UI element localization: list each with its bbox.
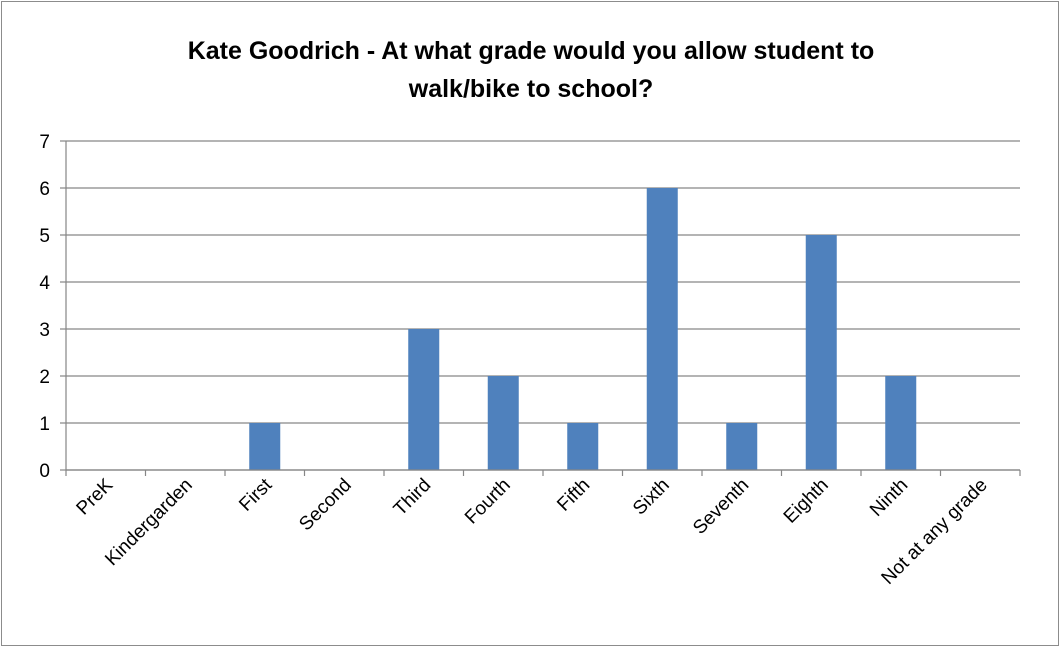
bar-fourth — [487, 376, 519, 470]
x-tick-label: Ninth — [866, 475, 912, 521]
x-tick-label: First — [235, 474, 276, 515]
y-tick-label: 2 — [39, 367, 50, 388]
y-tick-label: 0 — [39, 461, 50, 482]
bar-third — [408, 329, 440, 470]
y-tick-label: 3 — [39, 320, 50, 341]
bar-sixth — [646, 188, 678, 470]
bar-seventh — [726, 423, 758, 470]
x-tick-label: Seventh — [689, 475, 753, 539]
chart-title: Kate Goodrich - At what grade would you … — [2, 32, 1060, 108]
y-tick-label: 5 — [39, 226, 50, 247]
y-tick-label: 1 — [39, 414, 50, 435]
chart-title-line-2: walk/bike to school? — [408, 75, 654, 103]
y-tick-label: 7 — [39, 132, 50, 153]
x-tick-label: Second — [295, 475, 355, 535]
y-tick-label: 6 — [39, 179, 50, 200]
bar-ninth — [885, 376, 917, 470]
x-tick-label: Fifth — [553, 475, 594, 516]
x-tick-label: Eighth — [780, 475, 833, 528]
x-tick-label: PreK — [73, 474, 118, 519]
x-tick-label: Fourth — [461, 475, 515, 529]
x-tick-label: Sixth — [629, 475, 674, 520]
bar-eighth — [805, 235, 837, 470]
chart-title-line-1: Kate Goodrich - At what grade would you … — [187, 37, 875, 65]
bar-first — [249, 423, 281, 470]
bar-fifth — [567, 423, 599, 470]
y-tick-label: 4 — [39, 273, 50, 294]
x-tick-label: Third — [390, 475, 435, 520]
